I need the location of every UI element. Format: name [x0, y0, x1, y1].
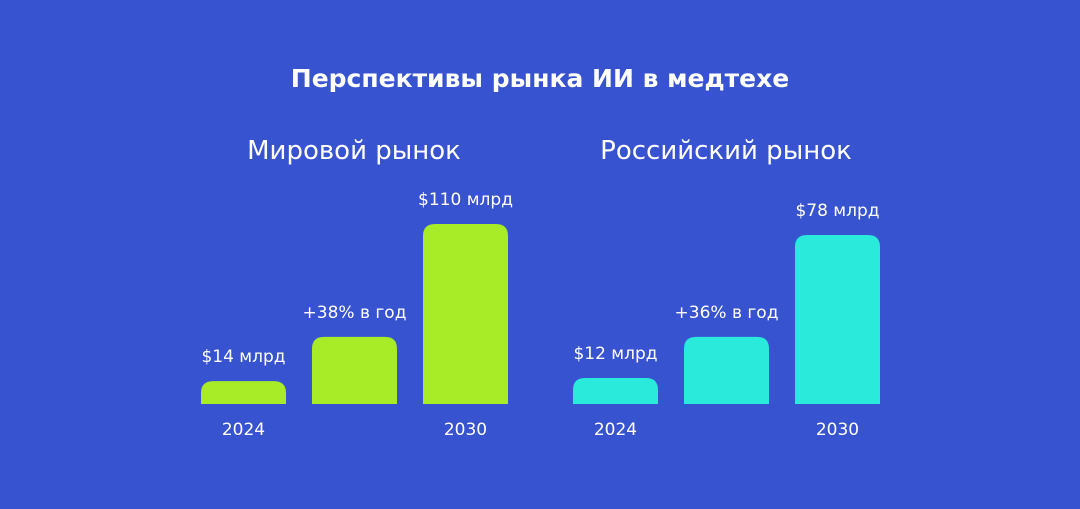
data-label-world-2: $110 млрд: [418, 190, 513, 210]
data-label-world-1: +38% в год: [303, 303, 407, 323]
bar-world-2: [423, 224, 508, 404]
x-tick-label-russia-2: 2030: [816, 420, 859, 440]
bar-world-1: [312, 336, 397, 404]
x-tick-label-world-0: 2024: [222, 420, 265, 440]
x-tick-label-russia-0: 2024: [594, 420, 637, 440]
x-tick-label-world-2: 2030: [444, 420, 487, 440]
bar-russia-1: [684, 336, 769, 404]
data-label-russia-2: $78 млрд: [795, 201, 879, 221]
data-label-world-0: $14 млрд: [201, 347, 285, 367]
chart-title-world: Мировой рынок: [247, 136, 461, 166]
page-title: Перспективы рынка ИИ в медтехе: [290, 64, 790, 93]
data-label-russia-1: +36% в год: [675, 303, 779, 323]
bar-world-0: [201, 381, 286, 404]
bar-russia-0: [573, 378, 658, 404]
data-label-russia-0: $12 млрд: [573, 344, 657, 364]
bar-russia-2: [795, 235, 880, 404]
chart-title-russia: Российский рынок: [600, 136, 852, 166]
